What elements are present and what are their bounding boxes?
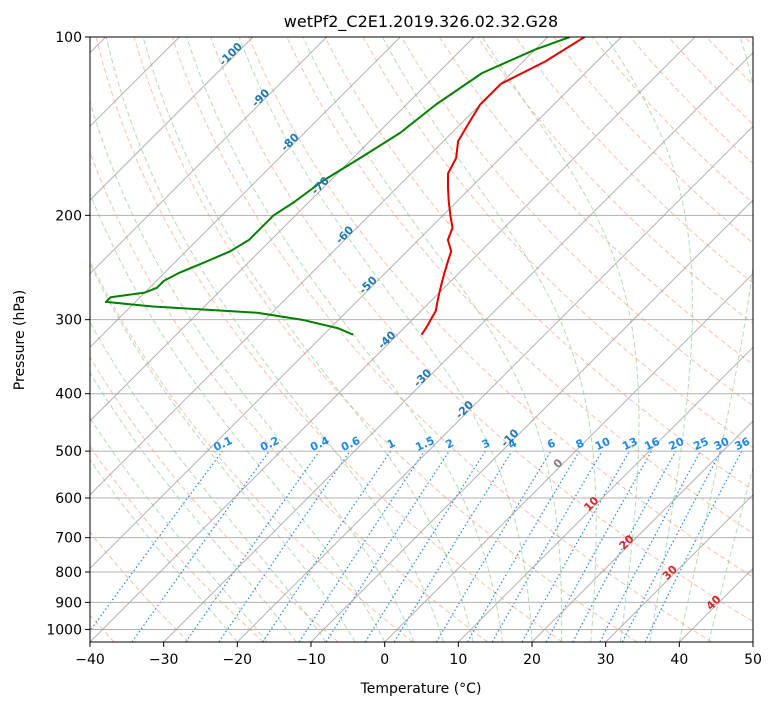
y-tick-label: 600 bbox=[55, 491, 82, 507]
isotherm-label: -30 bbox=[411, 366, 434, 389]
dry-adiabat-line bbox=[0, 37, 264, 642]
x-tick-label: −30 bbox=[149, 652, 179, 668]
x-tick-label: 40 bbox=[670, 652, 688, 668]
mixing-ratio-label: 1 bbox=[385, 436, 397, 451]
isotherm-label: 40 bbox=[704, 592, 724, 612]
dry-adiabat-line bbox=[0, 37, 189, 642]
isotherm-line bbox=[237, 37, 775, 642]
y-tick-label: 800 bbox=[55, 565, 82, 581]
y-tick-label: 300 bbox=[55, 313, 82, 329]
mixing-ratio-label: 36 bbox=[733, 435, 753, 453]
mixing-ratio-line bbox=[546, 451, 651, 642]
isotherm-label: -100 bbox=[216, 40, 245, 69]
moist-adiabat-line bbox=[607, 37, 693, 642]
x-tick-label: 10 bbox=[449, 652, 467, 668]
mixing-ratio-line bbox=[263, 451, 391, 642]
chart-title: wetPf2_C2E1.2019.326.02.32.G28 bbox=[284, 12, 558, 32]
mixing-ratio-label: 6 bbox=[545, 436, 558, 451]
y-tick-label: 500 bbox=[55, 444, 82, 460]
plot-frame bbox=[90, 37, 753, 642]
isotherm-label: -20 bbox=[453, 398, 476, 421]
mixing-ratio-line bbox=[82, 451, 223, 642]
x-tick-label: 0 bbox=[380, 652, 389, 668]
isotherm-line bbox=[0, 37, 327, 642]
isotherm-label: 10 bbox=[581, 494, 601, 514]
dry-adiabat-line bbox=[20, 37, 413, 642]
isotherm-label: -90 bbox=[249, 86, 272, 109]
isotherm-label: 20 bbox=[617, 532, 637, 552]
mixing-ratio-label: 3 bbox=[480, 436, 492, 451]
moist-adiabat-line bbox=[22, 37, 356, 642]
isotherm-label: -40 bbox=[375, 328, 398, 351]
x-tick-label: −40 bbox=[75, 652, 105, 668]
isotherm-label: -60 bbox=[333, 223, 356, 246]
dry-adiabat-line bbox=[592, 37, 775, 642]
mixing-ratio-line bbox=[299, 451, 424, 642]
moist-adiabat-line bbox=[0, 37, 237, 642]
mixing-ratio-line bbox=[600, 451, 701, 642]
y-tick-label: 700 bbox=[55, 531, 82, 547]
dry-adiabat-line bbox=[707, 37, 775, 642]
mixing-ratio-label: 25 bbox=[691, 435, 710, 453]
x-tick-label: 30 bbox=[597, 652, 615, 668]
y-tick-label: 200 bbox=[55, 208, 82, 224]
x-axis-label: Temperature (°C) bbox=[360, 681, 482, 697]
x-tick-label: −20 bbox=[223, 652, 253, 668]
x-tick-label: 50 bbox=[744, 652, 762, 668]
mixing-ratio-line bbox=[326, 451, 449, 642]
isotherm-line bbox=[0, 37, 253, 642]
mixing-ratio-label: 8 bbox=[574, 436, 586, 451]
y-tick-label: 900 bbox=[55, 595, 82, 611]
y-tick-label: 400 bbox=[55, 387, 82, 403]
mixing-ratio-label: 30 bbox=[712, 435, 732, 453]
dry-adiabat-line bbox=[668, 37, 775, 642]
dry-adiabat-line bbox=[363, 37, 775, 642]
isotherm-line bbox=[385, 37, 775, 642]
y-tick-label: 1000 bbox=[46, 622, 82, 638]
x-tick-label: −10 bbox=[296, 652, 326, 668]
isotherm-line bbox=[0, 37, 474, 642]
dry-adiabat-line bbox=[0, 37, 338, 642]
y-axis-label: Pressure (hPa) bbox=[12, 290, 28, 390]
y-tick-label: 100 bbox=[55, 30, 82, 46]
dry-adiabat-line bbox=[58, 37, 488, 642]
mixing-ratio-label: 16 bbox=[642, 435, 662, 453]
dry-adiabat-line bbox=[745, 37, 775, 642]
x-tick-label: 20 bbox=[523, 652, 541, 668]
mixing-ratio-label: 20 bbox=[667, 435, 687, 453]
moist-adiabat-line bbox=[303, 37, 561, 642]
moist-adiabat-line bbox=[382, 37, 596, 642]
mixing-ratio-line bbox=[219, 451, 350, 642]
dewpoint-line bbox=[106, 37, 570, 335]
isotherm-label: -10 bbox=[498, 426, 521, 449]
moist-adiabat-line bbox=[187, 37, 503, 642]
moist-adiabat-line bbox=[482, 37, 639, 642]
moist-adiabat-line bbox=[74, 37, 414, 642]
isotherm-label: -80 bbox=[279, 130, 302, 153]
mixing-ratio-line bbox=[468, 451, 580, 642]
dry-adiabat-line bbox=[516, 37, 775, 642]
isotherm-line bbox=[679, 37, 775, 642]
isotherm-line bbox=[753, 37, 775, 642]
isotherm-line bbox=[458, 37, 775, 642]
isotherm-line bbox=[16, 37, 621, 642]
mixing-ratio-label: 10 bbox=[593, 435, 613, 453]
isotherm-line bbox=[0, 37, 400, 642]
isotherm-line bbox=[532, 37, 775, 642]
isotherm-label: 30 bbox=[660, 563, 680, 583]
